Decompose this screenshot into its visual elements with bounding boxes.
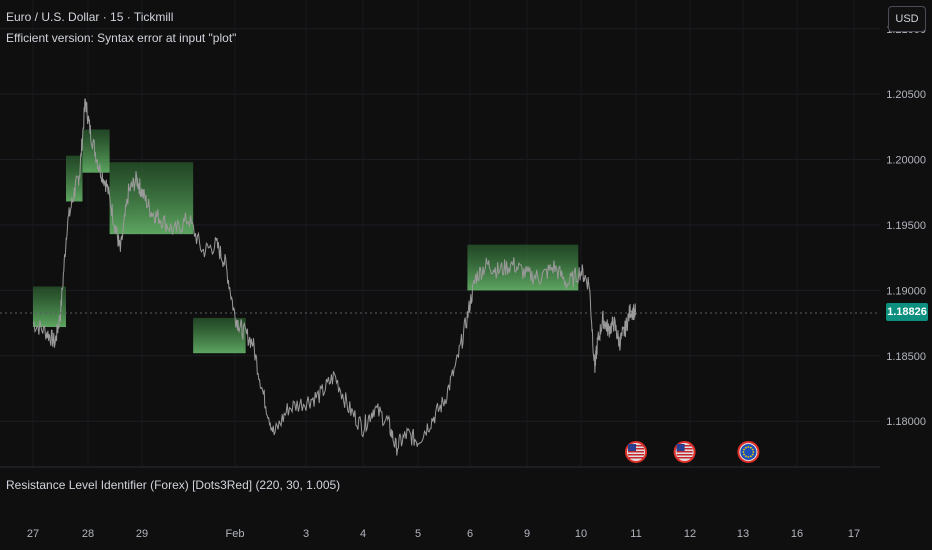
- x-tick-label: 11: [630, 528, 641, 540]
- x-tick-label: 12: [684, 528, 696, 540]
- x-tick-label: 17: [848, 528, 860, 540]
- x-tick-label: 9: [524, 528, 530, 540]
- y-tick-label: 1.18000: [886, 416, 926, 428]
- grid: [0, 0, 880, 467]
- x-tick-label: 29: [136, 528, 148, 540]
- x-tick-label: 4: [360, 528, 366, 540]
- us-flag-icon[interactable]: [625, 441, 647, 463]
- resistance-zone: [66, 155, 83, 202]
- y-tick-label: 1.20000: [886, 155, 926, 167]
- x-tick-label: 27: [27, 528, 39, 540]
- us-flag-icon[interactable]: [673, 441, 696, 463]
- x-tick-label: 5: [415, 528, 421, 540]
- resistance-zone: [109, 162, 194, 235]
- error-note: Efficient version: Syntax error at input…: [6, 31, 237, 45]
- x-tick-label: 13: [737, 528, 749, 540]
- resistance-zone: [467, 244, 579, 291]
- y-tick-label: 1.19000: [886, 285, 926, 297]
- indicator-label[interactable]: Resistance Level Identifier (Forex) [Dot…: [6, 478, 341, 492]
- currency-button[interactable]: USD: [888, 6, 926, 32]
- time-axis[interactable]: 27 28 29 Feb 3 4 5 6 9 10 11 12 13 16 17: [27, 528, 860, 540]
- eu-flag-icon[interactable]: [737, 441, 760, 463]
- y-tick-label: 1.20500: [886, 89, 926, 101]
- resistance-zone: [82, 129, 110, 173]
- price-line: [32, 98, 637, 456]
- x-tick-label: Feb: [226, 528, 245, 540]
- x-tick-label: 3: [303, 528, 309, 540]
- x-tick-label: 6: [467, 528, 473, 540]
- x-tick-label: 16: [791, 528, 803, 540]
- y-tick-label: 1.18500: [886, 351, 926, 363]
- price-axis[interactable]: 1.210001.205001.200001.195001.190001.185…: [886, 24, 926, 428]
- x-tick-label: 28: [82, 528, 94, 540]
- price-series-line: [32, 98, 637, 456]
- last-price-badge: 1.18826: [886, 303, 928, 321]
- y-tick-label: 1.19500: [886, 220, 926, 232]
- symbol-title[interactable]: Euro / U.S. Dollar · 15 · Tickmill: [6, 10, 174, 24]
- x-tick-label: 10: [575, 528, 587, 540]
- event-markers[interactable]: [625, 441, 760, 463]
